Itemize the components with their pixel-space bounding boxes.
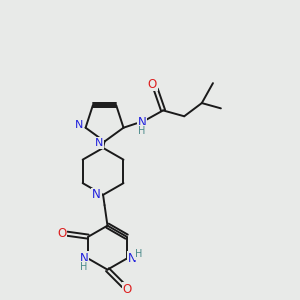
Text: N: N	[95, 138, 103, 148]
Text: N: N	[138, 116, 146, 129]
Text: N: N	[128, 252, 136, 265]
Text: H: H	[138, 126, 146, 136]
Text: N: N	[92, 188, 101, 201]
Text: H: H	[135, 249, 142, 259]
Text: N: N	[75, 120, 83, 130]
Text: O: O	[148, 77, 157, 91]
Text: O: O	[122, 283, 132, 296]
Text: H: H	[80, 262, 88, 272]
Text: O: O	[57, 227, 67, 240]
Text: N: N	[80, 252, 88, 265]
